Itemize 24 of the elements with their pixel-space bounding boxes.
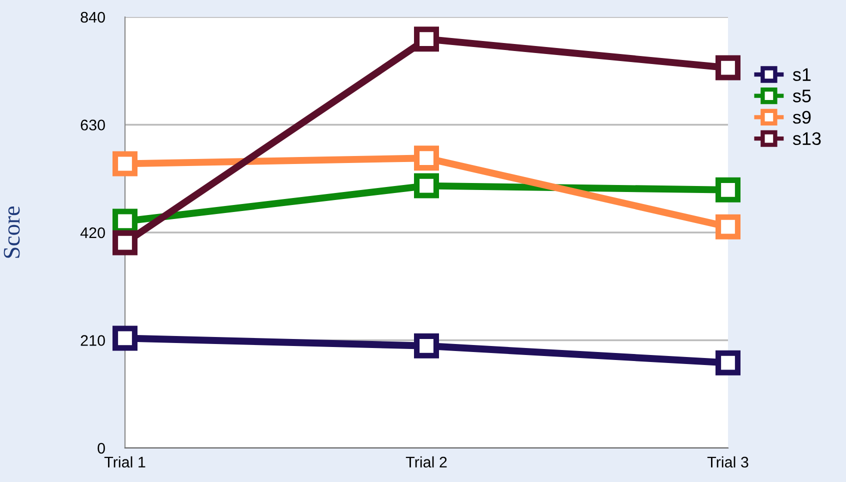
point xyxy=(414,173,439,198)
legend-label: s5 xyxy=(792,90,811,102)
point xyxy=(112,326,138,351)
legend-label: s13 xyxy=(792,132,821,146)
y-tick-label: 0 xyxy=(98,442,105,454)
point xyxy=(112,230,138,256)
x-tick-label: Trial 2 xyxy=(406,456,447,468)
point xyxy=(414,26,439,52)
x-tick-label: Trial 1 xyxy=(104,456,146,468)
y-tick-label: 210 xyxy=(80,335,105,346)
y-axis-title: Score xyxy=(4,206,20,258)
x-tick-label: Trial 3 xyxy=(707,456,748,468)
legend-label: s9 xyxy=(792,110,811,124)
legend-label: s1 xyxy=(792,68,811,81)
point xyxy=(716,177,740,202)
point xyxy=(716,214,740,240)
point xyxy=(112,151,138,176)
point xyxy=(716,350,740,376)
point xyxy=(414,333,439,358)
point xyxy=(716,55,740,80)
y-tick-label: 840 xyxy=(80,12,105,23)
y-tick-label: 420 xyxy=(80,227,105,238)
y-tick-label: 630 xyxy=(80,120,105,130)
point xyxy=(414,146,439,171)
